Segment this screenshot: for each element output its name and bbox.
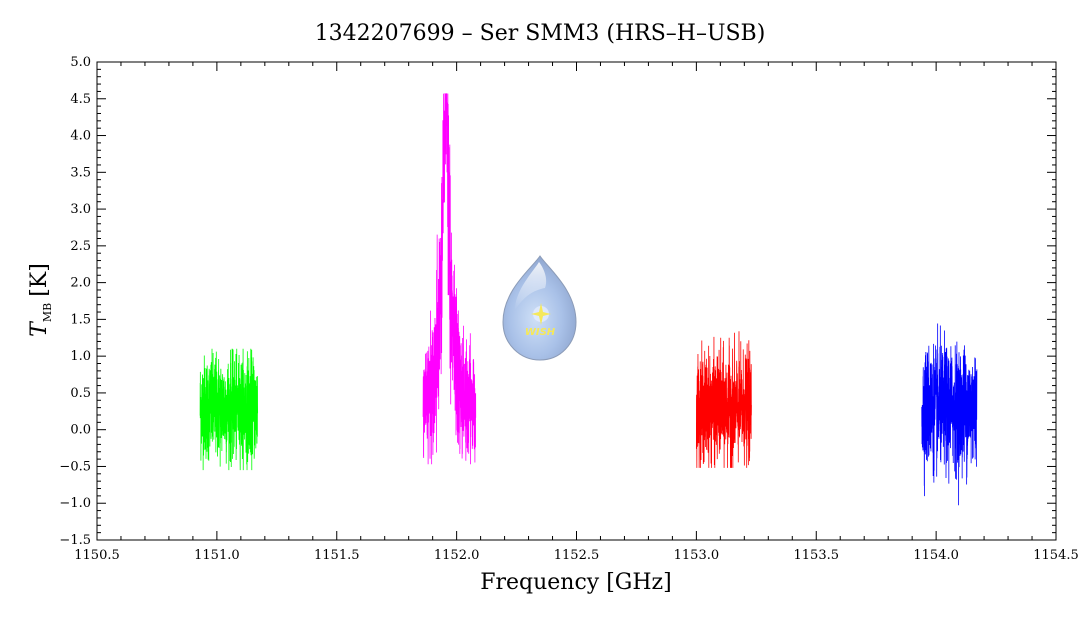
spectrum-series-4 [921, 323, 978, 506]
x-axis-label: Frequency [GHz] [480, 570, 672, 595]
y-tick-label: 3.5 [70, 165, 91, 180]
x-tick-label: 1152.5 [554, 548, 600, 563]
y-tick-label: 1.5 [70, 312, 91, 327]
x-tick-label: 1154.0 [913, 548, 959, 563]
y-tick-label: −0.5 [59, 459, 91, 474]
y-tick-label: −1.5 [59, 533, 91, 548]
spectrum-series-2 [422, 93, 477, 465]
y-tick-label: 0.5 [70, 386, 91, 401]
x-tick-label: 1151.0 [194, 548, 240, 563]
y-tick-labels: −1.5 −1.0 −0.5 0.0 0.5 1.0 1.5 2.0 2.5 3.0 3.5 4.0 4… [59, 55, 91, 548]
droplet-highlight [515, 262, 547, 310]
y-axis-label-subscript: MB [41, 303, 54, 322]
axis-ticks [96, 61, 1057, 541]
x-tick-label: 1150.5 [74, 548, 120, 563]
y-tick-label: 5.0 [70, 55, 91, 70]
x-tick-labels: 1150.5 1151.0 1151.5 1152.0 1152.5 1153.0 1153… [74, 548, 1079, 563]
spectrum-series-3 [695, 331, 752, 468]
plot-frame [96, 61, 1057, 541]
y-tick-label: 4.0 [70, 129, 91, 144]
chart-title: 1342207699 – Ser SMM3 (HRS–H–USB) [315, 21, 766, 46]
spectrum-series-1 [199, 348, 259, 471]
y-tick-label: 2.5 [70, 239, 91, 254]
x-tick-label: 1153.0 [674, 548, 720, 563]
x-tick-label: 1154.5 [1033, 548, 1079, 563]
y-axis-label-unit: [K] [27, 263, 52, 297]
y-axis-label-symbol: T [27, 320, 52, 337]
y-tick-label: 2.0 [70, 276, 91, 291]
x-tick-label: 1152.0 [434, 548, 480, 563]
y-tick-label: 3.0 [70, 202, 91, 217]
wish-logo-text: WISH [525, 327, 556, 338]
wish-logo: WISH [502, 255, 577, 361]
y-tick-label: 4.5 [70, 92, 91, 107]
x-tick-label: 1153.5 [794, 548, 840, 563]
y-axis-label: TMB [K] [27, 263, 54, 337]
svg-text:TMB[K]: TMB [K] [27, 263, 54, 337]
y-tick-label: −1.0 [59, 496, 91, 511]
y-tick-label: 1.0 [70, 349, 91, 364]
series-layer [199, 93, 978, 506]
star-icon [531, 303, 551, 325]
x-tick-label: 1151.5 [314, 548, 360, 563]
y-tick-label: 0.0 [70, 423, 91, 438]
